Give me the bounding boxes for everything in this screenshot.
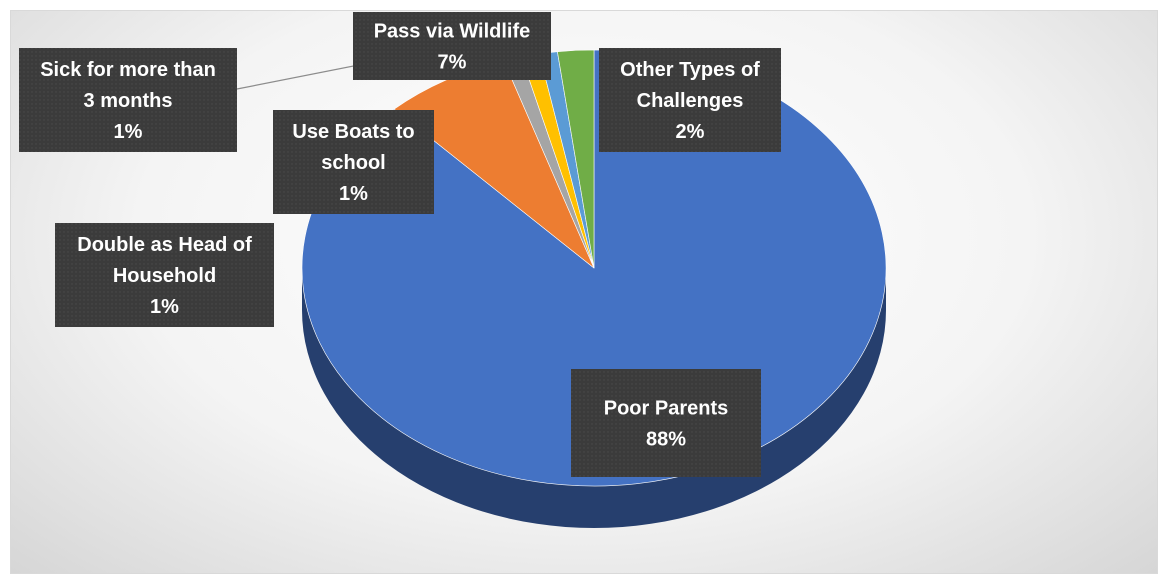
data-label-use-boats-to: Use Boats to school 1% <box>273 110 434 214</box>
data-label-percent: 1% <box>150 296 179 318</box>
pie-slice-other-types-of <box>557 49 595 269</box>
data-label-category: Pass via Wildlife <box>374 21 531 43</box>
data-label-category: Poor Parents <box>604 398 728 420</box>
data-label-box <box>353 12 551 80</box>
data-label-category: Household <box>113 265 216 287</box>
data-label-pass-via-wildlife: Pass via Wildlife 7% <box>353 12 551 80</box>
pie-chart: Poor Parents 88% Pass via Wildlife 7% Sick f… <box>10 10 1158 574</box>
data-label-other-types-of: Other Types of Challenges 2% <box>599 48 781 152</box>
data-label-box <box>599 48 781 152</box>
data-label-percent: 88% <box>646 429 686 451</box>
data-label-double-as-head-of: Double as Head of Household 1% <box>55 223 274 327</box>
data-label-percent: 1% <box>339 183 368 205</box>
data-labels: Poor Parents 88% Pass via Wildlife 7% Sick f… <box>19 12 781 477</box>
data-label-percent: 2% <box>676 121 705 143</box>
data-label-category: 3 months <box>84 90 173 112</box>
data-label-box <box>19 48 237 152</box>
data-label-box <box>55 223 274 327</box>
data-label-sick-for-more-than: Sick for more than 3 months 1% <box>19 48 237 152</box>
data-label-box <box>273 110 434 214</box>
data-label-percent: 7% <box>438 52 467 74</box>
data-label-poor-parents: Poor Parents 88% <box>571 369 761 477</box>
data-label-category: Sick for more than <box>40 59 216 81</box>
pie-chart-svg: Poor Parents 88% Pass via Wildlife 7% Sick f… <box>19 12 887 528</box>
data-label-category: Challenges <box>637 90 744 112</box>
data-label-category: school <box>321 152 385 174</box>
data-label-category: Other Types of <box>620 59 760 81</box>
data-label-percent: 1% <box>114 121 143 143</box>
data-label-category: Double as Head of <box>77 234 252 256</box>
data-label-category: Use Boats to <box>292 121 414 143</box>
data-label-box <box>571 369 761 477</box>
